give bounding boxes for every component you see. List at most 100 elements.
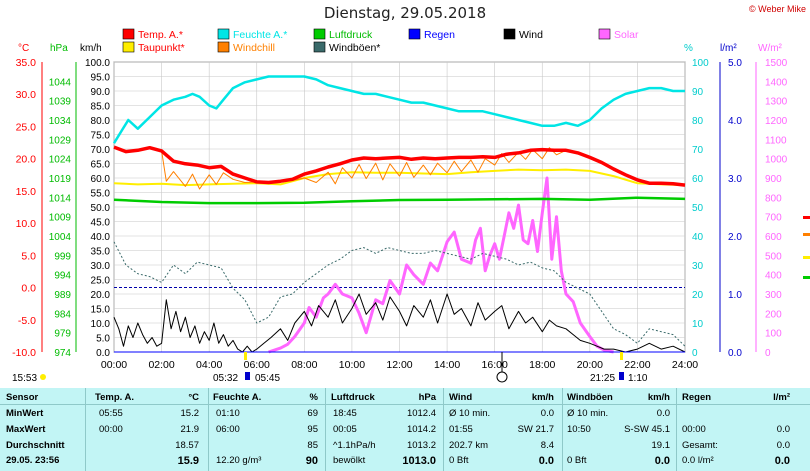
rain-tick-label: 2.0 [728, 232, 742, 243]
table-header-unit: km/h [531, 392, 554, 403]
pressure-tick-label: 994 [54, 271, 71, 282]
x-tick-label: 10:00 [339, 359, 365, 371]
wind-tick-label: 70.0 [91, 145, 111, 156]
pressure-tick-label: 1014 [49, 193, 72, 204]
pressure-tick-label: 1009 [49, 213, 72, 224]
table-header: Regen [682, 392, 712, 403]
gust-text: 0 Bft [567, 455, 587, 466]
rain-unit: l/m² [720, 43, 737, 54]
humidity-time: 06:00 [216, 424, 240, 435]
solar-tick-label: 1400 [765, 77, 788, 88]
pressure-tick-label: 984 [54, 309, 71, 320]
series-line-feuchtea [112, 75, 685, 144]
x-tick-label: 20:00 [577, 359, 603, 371]
side-legend-stub [803, 276, 810, 279]
wind-text: 202.7 km [449, 440, 489, 451]
x-tick-label: 00:00 [101, 359, 127, 371]
legend-label: Regen [424, 29, 455, 41]
rain-text: Gesamt: [682, 440, 718, 451]
humidity-tick-label: 70 [692, 145, 704, 156]
rain-tick-label: 1.0 [728, 290, 742, 301]
wind-tick-label: 95.0 [91, 73, 111, 84]
gust-value: 0.0 [654, 455, 670, 467]
legend-swatch [313, 41, 326, 53]
pressure-tick-label: 1004 [49, 232, 72, 243]
legend-swatch [503, 28, 516, 40]
x-tick-label: 04:00 [196, 359, 222, 371]
wind-tick-label: 30.0 [91, 261, 111, 272]
wind-tick-label: 35.0 [91, 247, 111, 258]
pressure-tick-label: 1019 [49, 174, 72, 185]
table-header-unit: °C [188, 392, 199, 403]
solar-tick-label: 800 [765, 193, 782, 204]
wind-tick-label: 90.0 [91, 87, 111, 98]
sunrise-icon [245, 372, 250, 380]
pressure-tick-label: 979 [54, 329, 71, 340]
humidity-time: 01:10 [216, 408, 240, 419]
pressure-value: 1013.2 [406, 440, 436, 451]
humidity-tick-label: 0 [692, 348, 698, 359]
wind-tick-label: 50.0 [91, 203, 111, 214]
table-header: Temp. A. [95, 392, 135, 403]
series-line-solar [268, 176, 614, 354]
rain-value: 0.0 [776, 440, 790, 451]
sunrise-label: 05:32 [213, 373, 238, 384]
table-divider [325, 388, 326, 471]
wind-tick-label: 10.0 [91, 319, 111, 330]
gust-value: 0.0 [656, 408, 670, 419]
series-line-taupunkt [113, 168, 686, 187]
pressure-tick-label: 989 [54, 290, 71, 301]
table-row-label: MinWert [6, 408, 44, 419]
legend-swatch [217, 41, 230, 53]
wind-tick-label: 60.0 [91, 174, 111, 185]
pressure-time: 18:45 [333, 408, 357, 419]
solar-tick-label: 1200 [765, 116, 788, 127]
humidity-tick-label: 100 [692, 58, 709, 69]
weather-chart: Temp. A.* Feuchte A.* Luftdruck Regen Wind So… [12, 28, 810, 384]
temp-value: 15.2 [180, 408, 200, 419]
pressure-value: 1014.2 [406, 424, 436, 435]
pressure-tick-label: 1024 [49, 155, 72, 166]
table-header-unit: km/h [647, 392, 670, 403]
gust-time: 10:50 [567, 424, 591, 435]
legend-swatch [408, 28, 421, 40]
temp-time: 05:55 [99, 408, 123, 419]
temp-tick-label: 20.0 [16, 154, 37, 166]
temp-tick-label: -10.0 [12, 347, 36, 359]
table-row-label: Durchschnitt [6, 440, 65, 451]
temp-tick-label: 0.0 [21, 283, 36, 295]
x-tick-label: 18:00 [529, 359, 555, 371]
humidity-tick-label: 20 [692, 290, 704, 301]
pressure-value: 1012.4 [406, 408, 436, 419]
x-tick-label: 02:00 [148, 359, 174, 371]
wind-tick-label: 100.0 [85, 58, 110, 69]
humidity-value: 69 [307, 408, 318, 419]
wind-tick-label: 55.0 [91, 189, 111, 200]
pressure-tick-label: 974 [54, 348, 71, 359]
side-legend-stub [803, 216, 810, 219]
solar-tick-label: 700 [765, 213, 782, 224]
solar-tick-label: 400 [765, 271, 782, 282]
side-legend-stub [803, 256, 810, 259]
legend-label: Temp. A.* [138, 29, 183, 41]
rain-text: 0.0 l/m² [682, 455, 714, 466]
rain-tick-label: 4.0 [728, 116, 742, 127]
x-tick-label: 12:00 [386, 359, 412, 371]
wind-tick-label: 0.0 [96, 348, 110, 359]
side-legend-stub [803, 233, 810, 236]
solar-tick-label: 1500 [765, 58, 788, 69]
series-line-windben [113, 241, 686, 347]
pressure-tick-label: 999 [54, 251, 71, 262]
table-header-unit: hPa [418, 392, 436, 403]
wind-tick-label: 45.0 [91, 218, 111, 229]
legend-swatch [122, 28, 135, 40]
rain-value: 0.0 [774, 455, 790, 467]
solar-tick-label: 300 [765, 290, 782, 301]
sun-dot-icon [40, 374, 46, 380]
legend-swatch [598, 28, 611, 40]
table-divider [562, 388, 563, 471]
wind-time: 01:55 [449, 424, 473, 435]
solar-tick-label: 200 [765, 309, 782, 320]
x-tick-label: 08:00 [291, 359, 317, 371]
table-header-line [0, 404, 810, 405]
